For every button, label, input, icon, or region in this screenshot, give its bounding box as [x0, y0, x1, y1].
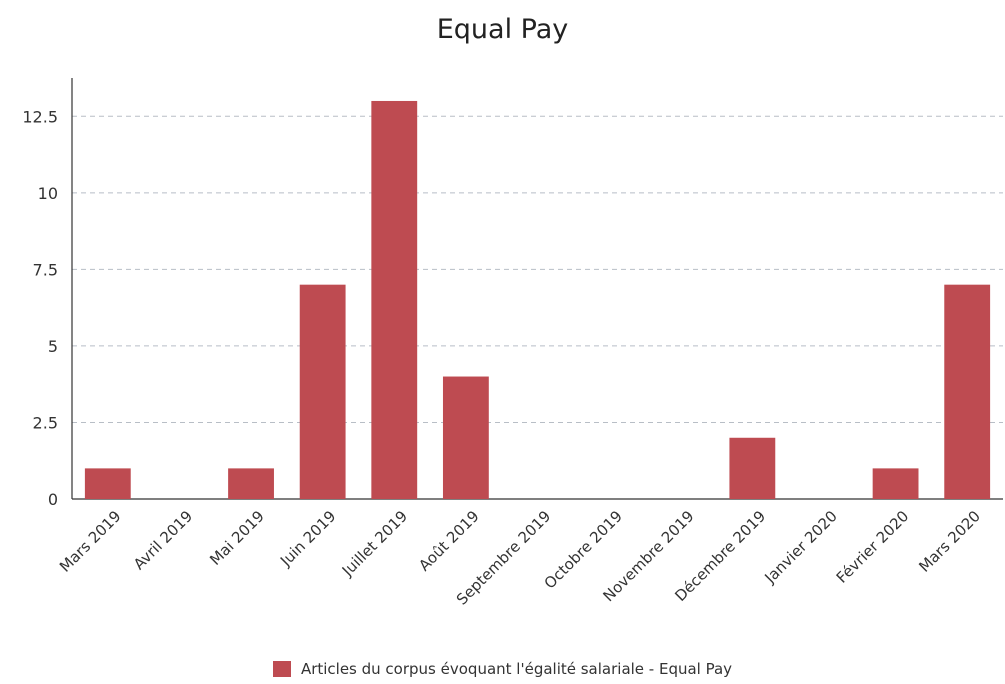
bar	[84, 468, 131, 499]
y-tick-label: 2.5	[33, 413, 58, 432]
x-tick-label: Mai 2019	[206, 507, 268, 569]
x-tick-label: Juillet 2019	[338, 507, 411, 580]
legend-label: Articles du corpus évoquant l'égalité sa…	[300, 660, 733, 678]
x-tick-label: Février 2020	[833, 507, 913, 587]
y-tick-label: 12.5	[22, 107, 58, 126]
bar	[228, 468, 274, 499]
legend-swatch	[272, 661, 291, 677]
bar	[299, 284, 346, 499]
bar	[442, 376, 489, 499]
bar	[944, 284, 991, 499]
bar	[729, 437, 776, 499]
bar	[872, 468, 919, 499]
y-tick-label: 10	[38, 184, 58, 203]
y-tick-label: 5	[48, 337, 58, 356]
bar	[371, 100, 418, 500]
x-tick-label: Juin 2019	[276, 507, 339, 570]
x-tick-label: Mars 2020	[915, 507, 984, 576]
legend[interactable]: Articles du corpus évoquant l'égalité sa…	[0, 660, 1005, 678]
y-tick-label: 0	[48, 490, 58, 509]
x-tick-label: Août 2019	[415, 507, 483, 575]
x-tick-label: Avril 2019	[130, 507, 196, 573]
y-tick-label: 7.5	[33, 260, 58, 279]
chart-title: Equal Pay	[436, 14, 569, 45]
x-tick-label: Mars 2019	[56, 507, 125, 576]
x-tick-label: Janvier 2020	[761, 507, 841, 587]
